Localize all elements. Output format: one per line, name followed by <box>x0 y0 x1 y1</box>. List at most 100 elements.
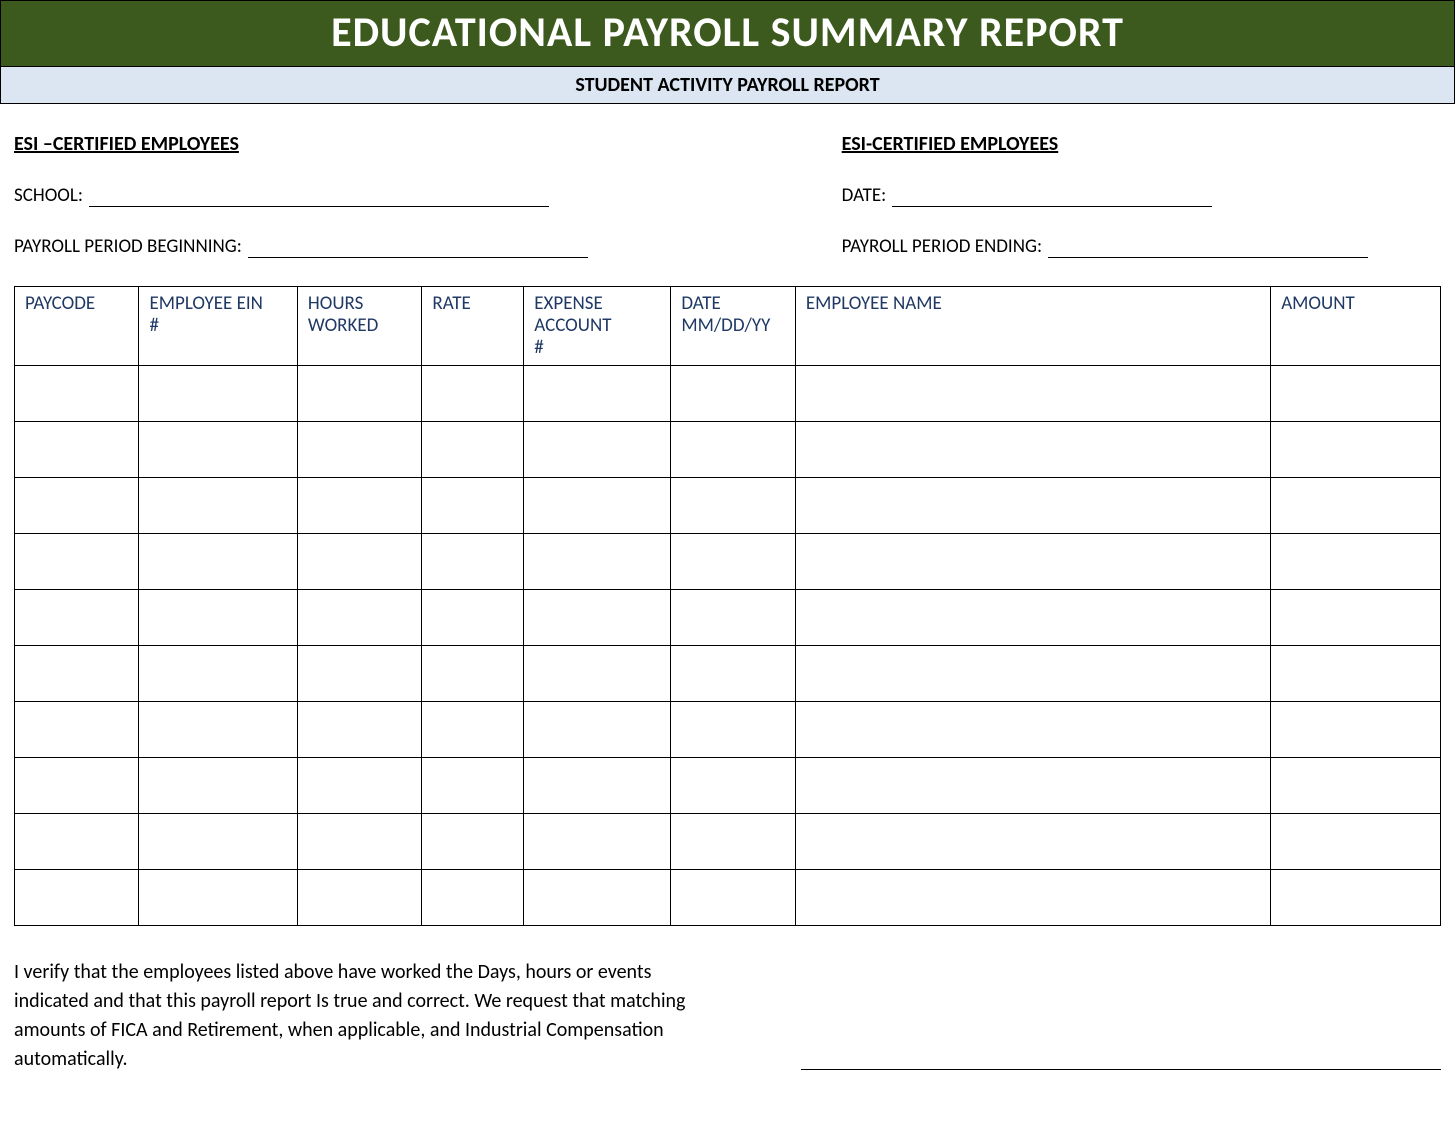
table-cell[interactable] <box>671 421 796 477</box>
col-header-1: EMPLOYEE EIN# <box>139 287 297 366</box>
table-cell[interactable] <box>422 757 524 813</box>
table-cell[interactable] <box>524 645 671 701</box>
table-cell[interactable] <box>15 757 139 813</box>
table-cell[interactable] <box>139 645 297 701</box>
table-cell[interactable] <box>671 701 796 757</box>
table-cell[interactable] <box>795 533 1270 589</box>
period-begin-input-line[interactable] <box>248 240 588 258</box>
table-cell[interactable] <box>524 813 671 869</box>
table-cell[interactable] <box>139 477 297 533</box>
table-cell[interactable] <box>1271 701 1441 757</box>
table-cell[interactable] <box>15 477 139 533</box>
table-cell[interactable] <box>422 701 524 757</box>
table-cell[interactable] <box>1271 813 1441 869</box>
table-cell[interactable] <box>671 757 796 813</box>
table-cell[interactable] <box>671 869 796 925</box>
table-cell[interactable] <box>139 421 297 477</box>
table-cell[interactable] <box>795 365 1270 421</box>
table-cell[interactable] <box>795 701 1270 757</box>
table-cell[interactable] <box>139 365 297 421</box>
table-cell[interactable] <box>795 589 1270 645</box>
date-label: DATE: <box>842 184 887 207</box>
payroll-table: PAYCODEEMPLOYEE EIN#HOURSWORKEDRATEEXPEN… <box>14 286 1441 926</box>
table-cell[interactable] <box>671 645 796 701</box>
table-cell[interactable] <box>15 701 139 757</box>
table-cell[interactable] <box>297 757 421 813</box>
table-cell[interactable] <box>139 869 297 925</box>
table-cell[interactable] <box>671 365 796 421</box>
table-cell[interactable] <box>422 589 524 645</box>
table-cell[interactable] <box>795 813 1270 869</box>
table-cell[interactable] <box>15 645 139 701</box>
table-cell[interactable] <box>422 421 524 477</box>
table-cell[interactable] <box>15 421 139 477</box>
period-begin-label: PAYROLL PERIOD BEGINNING: <box>14 235 242 258</box>
table-cell[interactable] <box>139 533 297 589</box>
table-cell[interactable] <box>795 421 1270 477</box>
table-cell[interactable] <box>297 365 421 421</box>
table-cell[interactable] <box>795 477 1270 533</box>
col-header-0: PAYCODE <box>15 287 139 366</box>
table-cell[interactable] <box>422 477 524 533</box>
table-cell[interactable] <box>15 813 139 869</box>
table-cell[interactable] <box>524 589 671 645</box>
table-cell[interactable] <box>524 365 671 421</box>
table-cell[interactable] <box>524 477 671 533</box>
table-cell[interactable] <box>524 533 671 589</box>
table-cell[interactable] <box>1271 365 1441 421</box>
table-cell[interactable] <box>297 421 421 477</box>
col-header-4: EXPENSE ACCOUNT# <box>524 287 671 366</box>
signature-line[interactable] <box>801 1069 1441 1070</box>
table-cell[interactable] <box>422 869 524 925</box>
table-cell[interactable] <box>671 813 796 869</box>
table-row <box>15 421 1441 477</box>
table-cell[interactable] <box>139 757 297 813</box>
table-cell[interactable] <box>15 533 139 589</box>
table-cell[interactable] <box>671 589 796 645</box>
col-header-2: HOURSWORKED <box>297 287 421 366</box>
table-cell[interactable] <box>795 757 1270 813</box>
table-cell[interactable] <box>671 477 796 533</box>
table-cell[interactable] <box>1271 589 1441 645</box>
left-section-heading: ESI –CERTIFIED EMPLOYEES <box>14 132 239 156</box>
table-cell[interactable] <box>297 701 421 757</box>
table-cell[interactable] <box>1271 757 1441 813</box>
table-row <box>15 757 1441 813</box>
table-cell[interactable] <box>1271 645 1441 701</box>
table-cell[interactable] <box>15 365 139 421</box>
col-header-3: RATE <box>422 287 524 366</box>
table-cell[interactable] <box>297 869 421 925</box>
table-cell[interactable] <box>297 533 421 589</box>
table-cell[interactable] <box>795 869 1270 925</box>
table-cell[interactable] <box>524 869 671 925</box>
table-cell[interactable] <box>297 477 421 533</box>
table-cell[interactable] <box>139 589 297 645</box>
table-cell[interactable] <box>297 645 421 701</box>
table-cell[interactable] <box>15 869 139 925</box>
table-cell[interactable] <box>671 533 796 589</box>
table-cell[interactable] <box>139 813 297 869</box>
table-cell[interactable] <box>422 365 524 421</box>
date-input-line[interactable] <box>892 189 1212 207</box>
payroll-table-body <box>15 365 1441 925</box>
table-cell[interactable] <box>1271 869 1441 925</box>
table-cell[interactable] <box>795 645 1270 701</box>
table-cell[interactable] <box>1271 477 1441 533</box>
school-input-line[interactable] <box>89 189 549 207</box>
period-end-input-line[interactable] <box>1048 240 1368 258</box>
table-cell[interactable] <box>422 533 524 589</box>
table-cell[interactable] <box>297 589 421 645</box>
table-cell[interactable] <box>422 645 524 701</box>
table-cell[interactable] <box>1271 533 1441 589</box>
period-end-label: PAYROLL PERIOD ENDING: <box>842 235 1042 258</box>
col-header-7: AMOUNT <box>1271 287 1441 366</box>
table-cell[interactable] <box>297 813 421 869</box>
table-cell[interactable] <box>524 421 671 477</box>
table-cell[interactable] <box>422 813 524 869</box>
table-cell[interactable] <box>1271 421 1441 477</box>
table-cell[interactable] <box>15 589 139 645</box>
table-cell[interactable] <box>524 701 671 757</box>
verification-block: I verify that the employees listed above… <box>0 926 1455 1084</box>
table-cell[interactable] <box>524 757 671 813</box>
table-cell[interactable] <box>139 701 297 757</box>
